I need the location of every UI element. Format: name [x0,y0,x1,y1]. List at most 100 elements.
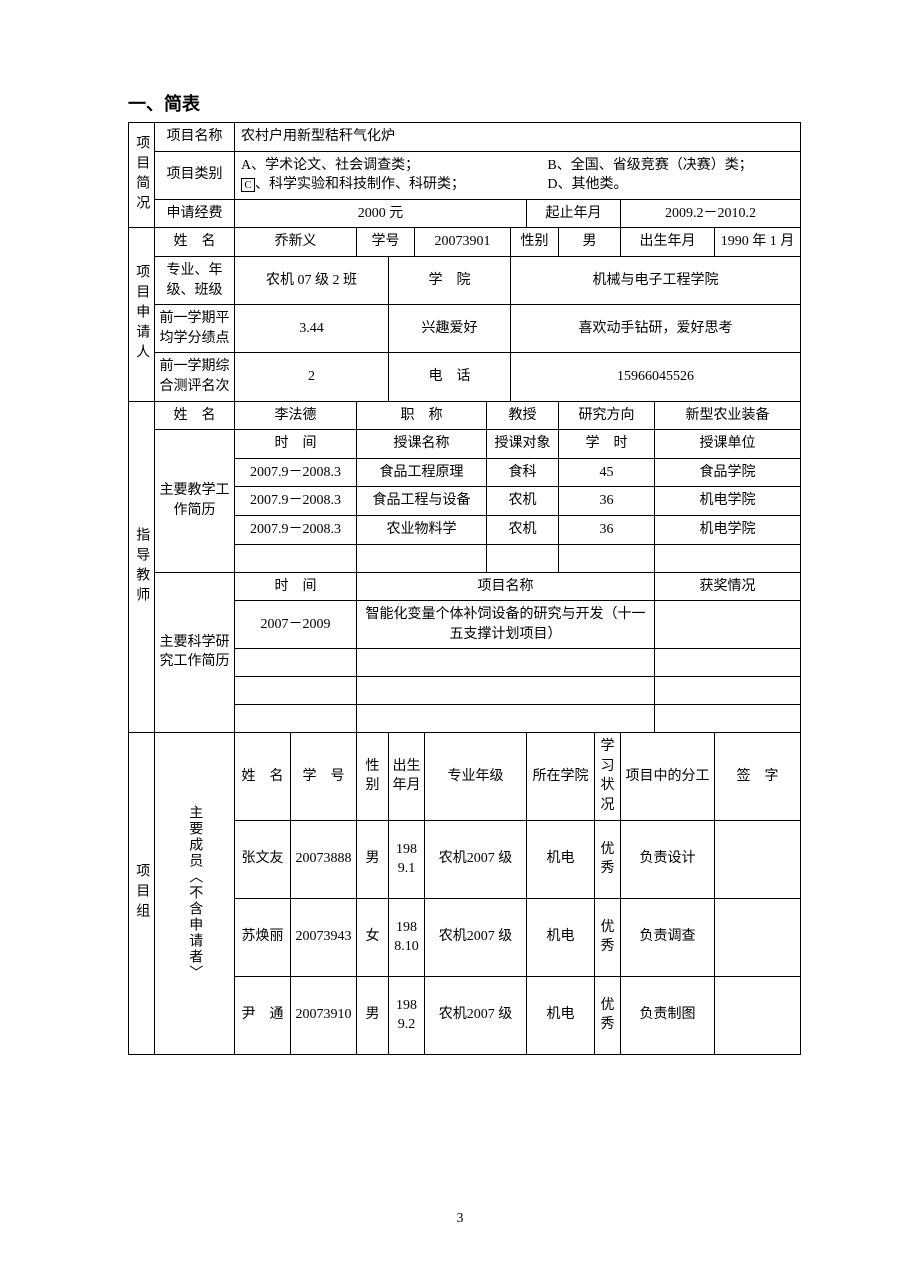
applicant-major-label: 专业、年级、班级 [155,256,235,304]
team-section-label: 项目组 [129,733,155,1054]
member-cell [715,820,801,898]
teaching-hdr-unit: 授课单位 [655,430,801,459]
team-hdr-id: 学 号 [291,733,357,820]
team-hdr-role: 项目中的分工 [621,733,715,820]
member-cell: 优秀 [595,898,621,976]
teaching-row: 2007.9－2008.3 [235,458,357,487]
applicant-birth: 1990 年 1 月 [715,228,801,257]
teaching-row-empty [235,544,357,572]
member-cell [715,898,801,976]
research-hdr-time: 时 间 [235,572,357,601]
project-name-label: 项目名称 [155,123,235,152]
category-a: A、学术论文、社会调查类； [241,156,547,176]
teaching-hdr-target: 授课对象 [487,430,559,459]
member-cell [715,976,801,1054]
research-row-empty [655,649,801,677]
member-cell: 男 [357,976,389,1054]
research-row [655,601,801,649]
research-row: 智能化变量个体补饲设备的研究与开发（十一五支撑计划项目） [357,601,655,649]
member-cell: 女 [357,898,389,976]
applicant-name: 乔新义 [235,228,357,257]
member-cell: 1989.2 [389,976,425,1054]
applicant-name-label: 姓 名 [155,228,235,257]
applicant-hobby-label: 兴趣爱好 [389,305,511,353]
teaching-row: 食品学院 [655,458,801,487]
member-cell: 农机2007 级 [425,820,527,898]
research-row-empty [357,677,655,705]
teaching-row: 2007.9－2008.3 [235,515,357,544]
main-table: 项目简况 项目名称 农村户用新型秸秆气化炉 项目类别 A、学术论文、社会调查类；… [128,122,801,1055]
period-value: 2009.2－2010.2 [621,199,801,228]
advisor-title-label: 职 称 [357,401,487,430]
applicant-gpa-label: 前一学期平均学分绩点 [155,305,235,353]
team-hdr-name: 姓 名 [235,733,291,820]
teaching-row-empty [559,544,655,572]
budget-value: 2000 元 [235,199,527,228]
category-b: B、全国、省级竞赛（决赛）类； [547,156,798,176]
member-cell: 苏焕丽 [235,898,291,976]
member-cell: 优秀 [595,820,621,898]
applicant-gpa: 3.44 [235,305,389,353]
teaching-row: 36 [559,515,655,544]
applicant-sex-label: 性别 [511,228,559,257]
team-hdr-sign: 签 字 [715,733,801,820]
advisor-field-label: 研究方向 [559,401,655,430]
category-c-text: 、科学实验和科技制作、科研类； [255,177,465,192]
budget-label: 申请经费 [155,199,235,228]
applicant-college-label: 学 院 [389,256,511,304]
applicant-id: 20073901 [415,228,511,257]
teaching-row: 机电学院 [655,515,801,544]
period-label: 起止年月 [527,199,621,228]
applicant-phone: 15966045526 [511,353,801,401]
advisor-name-label: 姓 名 [155,401,235,430]
applicant-id-label: 学号 [357,228,415,257]
teaching-row-empty [357,544,487,572]
teaching-history-label: 主要教学工作简历 [155,430,235,572]
member-cell: 负责制图 [621,976,715,1054]
member-cell: 20073943 [291,898,357,976]
research-row-empty [235,649,357,677]
category-label: 项目类别 [155,151,235,199]
member-cell: 男 [357,820,389,898]
member-cell: 机电 [527,820,595,898]
member-cell: 20073910 [291,976,357,1054]
advisor-name: 李法德 [235,401,357,430]
teaching-row-empty [655,544,801,572]
member-cell: 优秀 [595,976,621,1054]
member-cell: 机电 [527,976,595,1054]
teaching-hdr-time: 时 间 [235,430,357,459]
overview-section-label: 项目简况 [129,123,155,228]
page-number: 3 [0,1211,920,1227]
team-hdr-sex: 性别 [357,733,389,820]
category-c-box: C [241,178,255,192]
teaching-row: 36 [559,487,655,516]
category-d: D、其他类。 [547,175,798,195]
applicant-birth-label: 出生年月 [621,228,715,257]
applicant-rank: 2 [235,353,389,401]
applicant-rank-label: 前一学期综合测评名次 [155,353,235,401]
research-row-empty [357,649,655,677]
research-hdr-award: 获奖情况 [655,572,801,601]
team-members-label: 主要成员︿不含申请者﹀ [155,733,235,1054]
member-cell: 负责设计 [621,820,715,898]
research-row-empty [357,705,655,733]
member-cell: 张文友 [235,820,291,898]
research-history-label: 主要科学研究工作简历 [155,572,235,733]
teaching-row-empty [487,544,559,572]
team-hdr-major: 专业年级 [425,733,527,820]
teaching-row: 食科 [487,458,559,487]
applicant-major: 农机 07 级 2 班 [235,256,389,304]
research-row-empty [655,705,801,733]
member-cell: 农机2007 级 [425,976,527,1054]
research-row-empty [655,677,801,705]
member-cell: 1988.10 [389,898,425,976]
member-cell: 机电 [527,898,595,976]
category-cell: A、学术论文、社会调查类； B、全国、省级竞赛（决赛）类； C、科学实验和科技制… [235,151,801,199]
teaching-row: 2007.9－2008.3 [235,487,357,516]
member-cell: 1989.1 [389,820,425,898]
research-row-empty [235,705,357,733]
research-row-empty [235,677,357,705]
advisor-title: 教授 [487,401,559,430]
applicant-phone-label: 电 话 [389,353,511,401]
member-cell: 农机2007 级 [425,898,527,976]
